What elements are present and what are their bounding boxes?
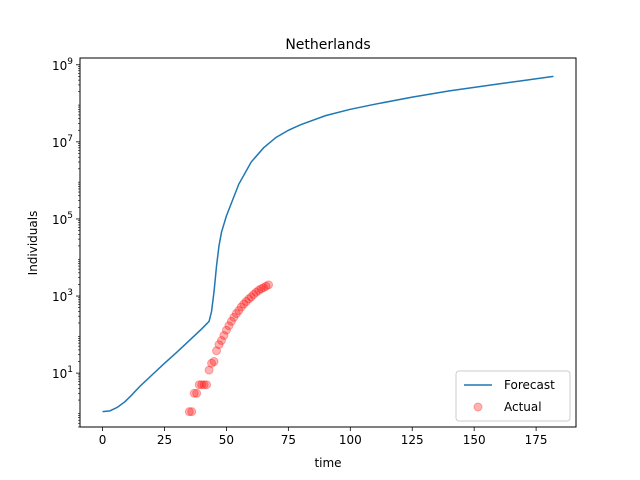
actual-point <box>202 380 212 390</box>
actual-point <box>221 325 231 335</box>
x-tick-label: 50 <box>219 433 234 447</box>
plot-area <box>102 75 554 417</box>
axes-frame <box>79 57 577 428</box>
actual-point <box>189 388 199 398</box>
actual-point <box>212 346 222 356</box>
actual-point <box>207 358 217 368</box>
actual-point <box>259 283 269 293</box>
actual-point <box>239 299 249 309</box>
legend-label: Actual <box>504 400 542 414</box>
actual-point <box>241 297 251 307</box>
actual-point <box>219 330 229 340</box>
actual-point <box>209 357 219 367</box>
actual-point <box>187 407 197 417</box>
y-tick-label: 105 <box>52 211 73 227</box>
x-tick-label: 0 <box>99 433 107 447</box>
actual-point <box>229 312 239 322</box>
y-tick-label: 101 <box>52 365 73 381</box>
actual-point <box>256 284 266 294</box>
y-tick-label: 107 <box>52 134 73 150</box>
y-tick-label: 103 <box>52 288 73 304</box>
actual-point <box>204 365 214 375</box>
x-tick-label: 100 <box>339 433 362 447</box>
legend-box <box>455 370 571 422</box>
y-axis: 101 103 105 107 109 <box>52 57 80 428</box>
chart-title: Netherlands <box>285 37 370 53</box>
actual-point <box>249 289 259 299</box>
actual-point <box>184 407 194 417</box>
y-axis-title: Individuals <box>26 211 40 276</box>
legend-label: Forecast <box>504 378 555 392</box>
actual-point <box>246 292 256 302</box>
actual-point <box>231 309 241 319</box>
actual-point <box>254 285 264 295</box>
x-axis-title: time <box>314 456 341 470</box>
x-axis: 0 25 50 75 100 125 150 175 <box>99 427 548 447</box>
actual-point <box>236 302 246 312</box>
actual-point <box>226 316 236 326</box>
actual-point <box>194 380 204 390</box>
legend: Forecast Actual <box>455 370 571 422</box>
actual-point <box>199 380 209 390</box>
forecast-line <box>102 75 554 413</box>
x-tick-label: 175 <box>525 433 548 447</box>
actual-point <box>264 280 274 290</box>
actual-point <box>192 388 202 398</box>
actual-point <box>244 294 254 304</box>
actual-point <box>251 287 261 297</box>
legend-actual-swatch <box>473 402 483 412</box>
actual-point <box>224 321 234 331</box>
actual-point <box>216 336 226 346</box>
actual-point <box>234 306 244 316</box>
actual-point <box>214 340 224 350</box>
actual-point <box>197 380 207 390</box>
x-tick-label: 75 <box>281 433 296 447</box>
x-tick-label: 25 <box>157 433 172 447</box>
actual-point <box>261 281 271 291</box>
x-tick-label: 150 <box>463 433 486 447</box>
x-tick-label: 125 <box>401 433 424 447</box>
y-tick-label: 109 <box>52 57 73 73</box>
